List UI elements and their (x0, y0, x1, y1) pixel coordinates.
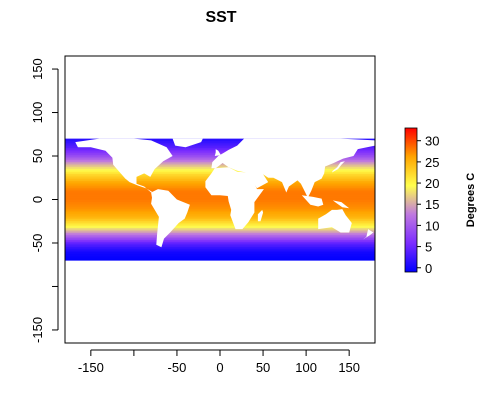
sst-band (65, 213, 375, 216)
sst-band (65, 244, 375, 248)
colorbar-tick-label: 0 (425, 261, 432, 276)
sst-band (65, 147, 375, 150)
y-tick-label: 0 (30, 196, 45, 203)
sst-band (65, 199, 375, 202)
y-tick-label: -50 (30, 234, 45, 253)
land-north-america (75, 138, 173, 193)
sst-band (65, 150, 375, 154)
sst-band (65, 222, 375, 225)
sst-band (65, 140, 375, 143)
sst-band (65, 138, 375, 141)
y-tick-label: 50 (30, 149, 45, 163)
sst-band (65, 164, 375, 168)
x-axis: -150 -50 0 50 100 150 (78, 349, 360, 375)
sst-band (65, 234, 375, 237)
sst-band (65, 209, 375, 213)
land-indonesia-1 (301, 195, 324, 207)
sst-band (65, 166, 375, 169)
sst-band (65, 218, 375, 221)
y-tick-label: -150 (30, 317, 45, 343)
sst-band (65, 208, 375, 211)
land-south-america (151, 189, 190, 248)
x-tick-label: 50 (256, 360, 270, 375)
sst-band (65, 255, 375, 258)
land-greenland (172, 138, 203, 148)
land-europe-asia (211, 138, 375, 198)
sst-band (65, 196, 375, 199)
colorbar: 0 5 10 15 20 25 30 Degrees C (404, 127, 477, 276)
sst-band (65, 237, 375, 241)
colorbar-gradient (404, 127, 418, 273)
plot-frame (64, 55, 376, 344)
sst-band (65, 145, 375, 148)
sst-heatmap (65, 138, 375, 261)
x-tick-label: -150 (78, 360, 104, 375)
y-axis: -150 -50 0 50 100 150 (30, 58, 59, 343)
sst-band (65, 201, 375, 204)
sst-band (65, 253, 375, 256)
land-indonesia-2 (332, 200, 350, 209)
land-australia (318, 209, 352, 233)
sst-band (65, 206, 375, 209)
x-tick-label: 100 (295, 360, 317, 375)
land-madagascar (257, 209, 264, 222)
sst-band (65, 246, 375, 249)
sst-band (65, 256, 375, 260)
sst-band (65, 225, 375, 228)
sst-band (65, 258, 375, 261)
sst-band (65, 215, 375, 218)
sst-band (65, 194, 375, 197)
colorbar-ticks: 0 5 10 15 20 25 30 (417, 134, 439, 276)
sst-band (65, 232, 375, 235)
sst-band (65, 149, 375, 152)
land-japan (331, 161, 345, 173)
x-tick-label: -50 (168, 360, 187, 375)
sst-band (65, 143, 375, 147)
land-africa (205, 167, 264, 230)
colorbar-tick-label: 20 (425, 176, 439, 191)
sst-band (65, 142, 375, 145)
chart-title: SST (205, 9, 236, 26)
sst-band (65, 204, 375, 208)
y-tick-label: 100 (30, 102, 45, 124)
sst-band (65, 229, 375, 232)
y-tick-label: 150 (30, 58, 45, 80)
sst-band (65, 248, 375, 251)
sst-band (65, 223, 375, 227)
colorbar-tick-label: 30 (425, 134, 439, 149)
colorbar-tick-label: 5 (425, 240, 432, 255)
x-tick-label: 0 (216, 360, 223, 375)
land-uk (214, 149, 221, 156)
sst-band (65, 211, 375, 215)
sst-band (65, 241, 375, 244)
sst-band (65, 230, 375, 234)
colorbar-tick-label: 25 (425, 155, 439, 170)
sst-band (65, 249, 375, 253)
sst-band (65, 251, 375, 255)
x-tick-label: 150 (338, 360, 360, 375)
sst-band (65, 202, 375, 206)
colorbar-tick-label: 15 (425, 197, 439, 212)
colorbar-title: Degrees C (465, 173, 477, 227)
colorbar-tick-label: 10 (425, 218, 439, 233)
sst-band (65, 216, 375, 220)
sst-band (65, 227, 375, 230)
land-new-zealand (362, 229, 374, 240)
sst-band (65, 236, 375, 239)
sst-band (65, 197, 375, 201)
sst-band (65, 239, 375, 242)
sst-band (65, 242, 375, 246)
sst-band (65, 220, 375, 223)
